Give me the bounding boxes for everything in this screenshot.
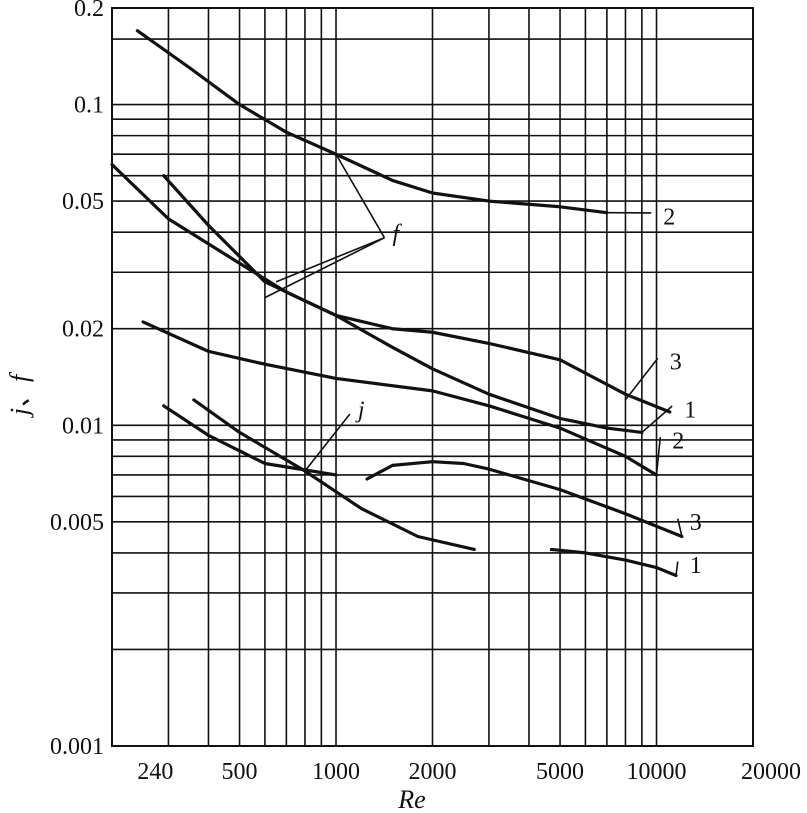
j-curve-1: [549, 547, 678, 578]
grid-layer: [111, 7, 754, 747]
y-tick-label: 0.1: [74, 93, 104, 119]
x-axis-label: Re: [397, 785, 425, 813]
x-tick-label: 240: [137, 759, 173, 785]
y-tick-label: 0.001: [50, 734, 104, 760]
curve-leader-line: [641, 405, 673, 434]
f-group-leader-line: [264, 236, 385, 299]
curve-number-label: 1: [684, 397, 696, 423]
j-curve-2: [141, 320, 659, 477]
curve-leader-line: [655, 437, 662, 476]
curve-leader-line: [677, 518, 683, 537]
f-group-label: f: [392, 221, 402, 247]
f-curve-3: [110, 162, 672, 414]
j-group-label: j: [355, 397, 365, 423]
x-tick-label: 20000: [741, 759, 801, 785]
axis-label-layer: Re j、f: [5, 371, 426, 813]
curve-number-label: 1: [690, 553, 702, 579]
y-axis-label: j、f: [5, 371, 34, 418]
f-curve-2: [135, 29, 609, 215]
curve-layer: [110, 29, 684, 578]
curve-leader-line: [624, 357, 659, 401]
f-group-leader-line: [335, 153, 386, 239]
y-tick-label: 0.2: [74, 0, 104, 22]
x-tick-label: 500: [222, 759, 258, 785]
tick-layer: 240 500 1000 2000 5000 10000 20000 0.001 0.005 0.…: [50, 0, 801, 785]
j-curve-3: [365, 460, 684, 539]
y-tick-label: 0.005: [50, 510, 104, 536]
y-tick-label: 0.05: [62, 189, 104, 215]
x-tick-label: 5000: [536, 759, 584, 785]
x-tick-label: 10000: [627, 759, 687, 785]
curve-number-label: 2: [672, 429, 684, 455]
curve-number-label: 2: [663, 204, 675, 230]
j-curve-1: [192, 398, 476, 552]
curve-number-label: 3: [690, 510, 702, 536]
j-group-leader-line: [304, 413, 351, 472]
curve-leader-line: [675, 561, 679, 576]
y-tick-label: 0.02: [62, 317, 104, 343]
x-tick-label: 1000: [312, 759, 360, 785]
y-tick-label: 0.01: [62, 413, 104, 439]
f-curve-1: [162, 174, 644, 435]
x-tick-label: 2000: [409, 759, 457, 785]
curve-number-label: 3: [670, 350, 682, 376]
f-group-leader-line: [275, 236, 385, 283]
